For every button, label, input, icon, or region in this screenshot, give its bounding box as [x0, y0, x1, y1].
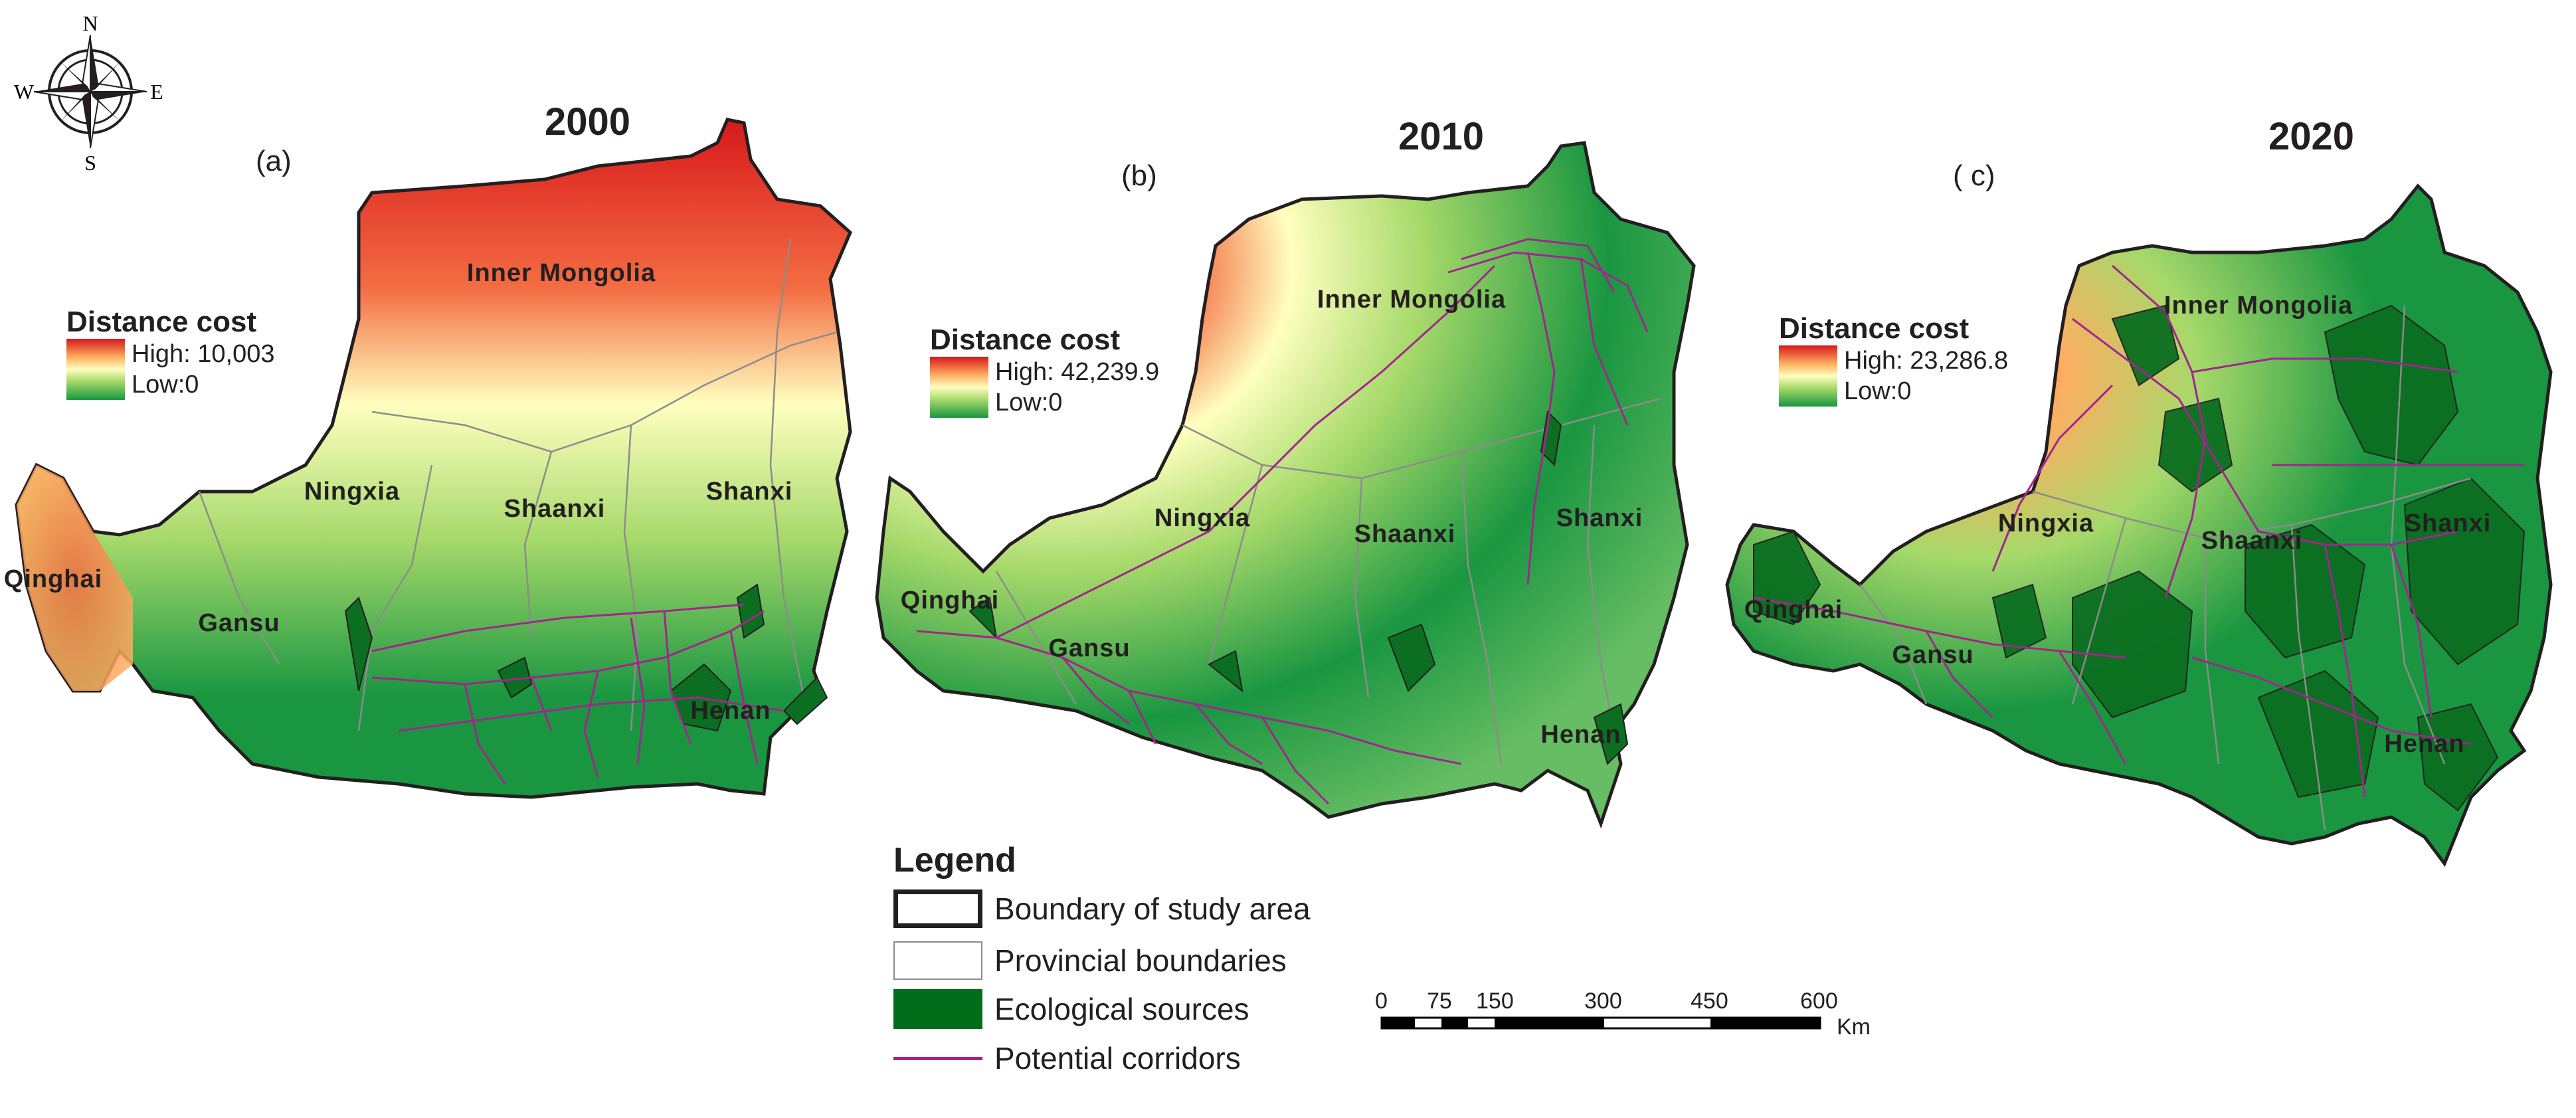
province-label-gansu: Gansu: [198, 609, 280, 637]
province-label-gansu: Gansu: [1892, 641, 1974, 669]
map-panel-2000: Inner Mongolia Ningxia Shaanxi Shanxi Qi…: [4, 118, 853, 799]
provincial-boundaries-2000: [198, 238, 838, 731]
potential-corridors-2000: [371, 603, 784, 785]
province-label-henan: Henan: [1540, 721, 1621, 749]
province-label-ningxia: Ningxia: [1154, 504, 1250, 532]
legend-high-swatch: [930, 357, 988, 387]
legend-title: Distance cost: [1779, 312, 1970, 345]
map-panel-2010: Inner Mongolia Ningxia Shaanxi Shanxi Qi…: [875, 141, 1696, 829]
compass-rose-icon: N S E W: [14, 11, 163, 175]
corridor-swatch: [893, 1038, 982, 1078]
province-label-shanxi: Shanxi: [2405, 510, 2492, 537]
ecological-sources-2020: [1753, 304, 2526, 812]
legend-heading: Legend: [893, 841, 1016, 880]
province-label-ningxia: Ningxia: [304, 478, 400, 506]
provincial-boundaries-2010: [995, 397, 1661, 765]
province-swatch: [893, 941, 982, 980]
ecological-sources-2010: [968, 410, 1629, 765]
province-label-gansu: Gansu: [1048, 634, 1130, 662]
province-label-shanxi: Shanxi: [706, 478, 793, 506]
legend-title: Distance cost: [930, 324, 1121, 356]
province-label-qinghai: Qinghai: [4, 565, 102, 593]
potential-corridors-2010: [916, 238, 1649, 805]
province-label-henan: Henan: [2384, 730, 2464, 758]
legend-low-value: Low:0: [995, 388, 1063, 417]
compass-north: N: [82, 11, 98, 35]
legend-low-swatch: [930, 387, 988, 418]
compass-west: W: [14, 80, 35, 104]
year-title-2000: 2000: [545, 100, 631, 143]
year-title-2010: 2010: [1398, 115, 1485, 158]
legend-low-swatch: [66, 369, 125, 400]
compass-east: E: [150, 80, 163, 104]
legend-high-value: High: 23,286.8: [1844, 346, 2009, 375]
compass-south: S: [84, 151, 96, 175]
province-label-henan: Henan: [690, 697, 771, 725]
legend-item-corridors: Potential corridors: [994, 1041, 1241, 1075]
potential-corridors-2020: [1753, 264, 2524, 798]
scale-tick-150: 150: [1476, 988, 1514, 1014]
province-label-shaanxi: Shaanxi: [2201, 527, 2303, 555]
province-label-shanxi: Shanxi: [1556, 504, 1643, 532]
legend-item-boundary: Boundary of study area: [994, 891, 1311, 926]
scale-tick-300: 300: [1584, 988, 1622, 1014]
province-label-ningxia: Ningxia: [1998, 510, 2094, 537]
scale-tick-450: 450: [1691, 988, 1728, 1014]
legend-low-value: Low:0: [132, 370, 199, 399]
province-label-inner-mongolia: Inner Mongolia: [467, 259, 656, 287]
scale-tick-0: 0: [1375, 988, 1388, 1014]
legend-high-value: High: 42,239.9: [995, 357, 1160, 386]
map-panel-2020: Inner Mongolia Ningxia Shaanxi Shanxi Qi…: [1725, 183, 2553, 868]
legend-item-provinces: Provincial boundaries: [994, 943, 1287, 978]
province-label-inner-mongolia: Inner Mongolia: [2164, 292, 2353, 320]
panel-label-b: (b): [1121, 159, 1157, 192]
year-title-2020: 2020: [2268, 115, 2355, 158]
legend-low-swatch: [1779, 376, 1837, 407]
province-label-shaanxi: Shaanxi: [1354, 520, 1456, 548]
study-area-map-2010: [875, 141, 1696, 829]
legend-low-value: Low:0: [1844, 377, 1912, 405]
ecological-source-swatch: [893, 989, 982, 1029]
legend-high-swatch: [1779, 345, 1837, 376]
province-label-shaanxi: Shaanxi: [504, 495, 606, 523]
distance-cost-legend-2000: Distance cost High: 10,003 Low:0: [66, 306, 275, 400]
province-label-qinghai: Qinghai: [1744, 596, 1843, 624]
province-label-qinghai: Qinghai: [901, 587, 999, 614]
panel-label-c: ( c): [1953, 159, 1995, 192]
scale-unit: Km: [1837, 1014, 1871, 1040]
map-legend: Legend Boundary of study area Provincial…: [893, 840, 1311, 1078]
panel-label-a: (a): [256, 145, 292, 177]
study-area-map-2000: [15, 118, 853, 799]
scale-tick-600: 600: [1800, 988, 1838, 1014]
legend-item-ecological-sources: Ecological sources: [994, 992, 1249, 1026]
scalebar: [1380, 1016, 1821, 1030]
legend-high-swatch: [66, 339, 125, 369]
scale-tick-75: 75: [1427, 988, 1452, 1014]
distance-cost-legend-2010: Distance cost High: 42,239.9 Low:0: [930, 324, 1159, 418]
province-label-inner-mongolia: Inner Mongolia: [1317, 286, 1506, 314]
boundary-swatch: [893, 889, 982, 928]
distance-cost-legend-2020: Distance cost High: 23,286.8 Low:0: [1779, 312, 2008, 407]
legend-title: Distance cost: [66, 306, 257, 338]
legend-high-value: High: 10,003: [132, 339, 275, 368]
